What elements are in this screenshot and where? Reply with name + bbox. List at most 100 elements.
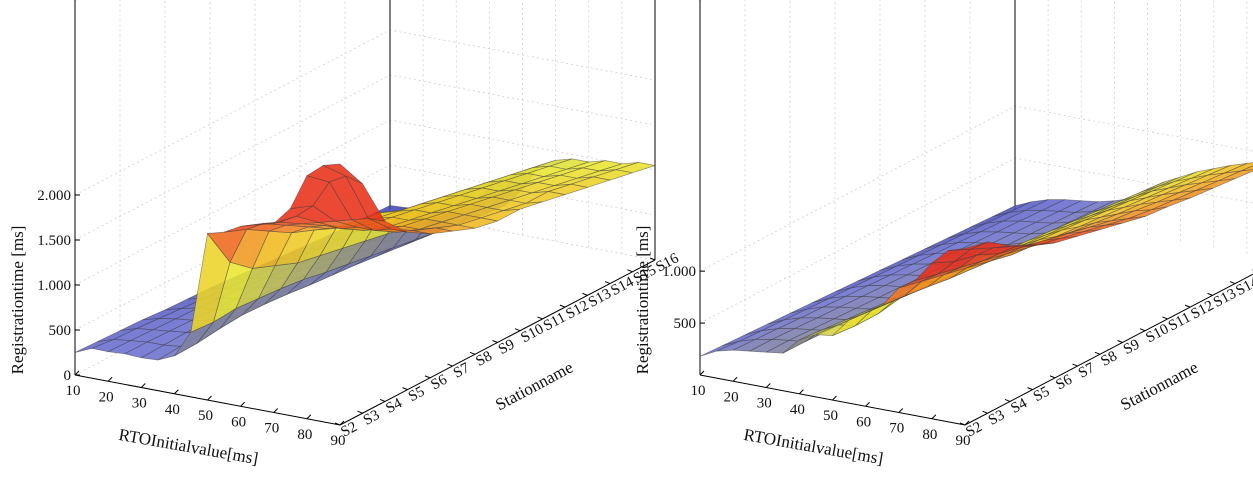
x-tick-mark — [240, 401, 245, 407]
station-tick-label: S7 — [451, 360, 473, 382]
x-tick-label: 10 — [691, 383, 706, 399]
station-tick-mark — [649, 257, 656, 261]
station-tick-mark — [424, 375, 431, 379]
axes-frame — [699, 0, 1253, 426]
x-tick-label: 70 — [889, 421, 904, 437]
station-tick-label: S8 — [473, 348, 495, 370]
surface-cell — [948, 241, 988, 251]
station-tick-mark — [627, 269, 633, 273]
station-tick-mark — [537, 316, 543, 320]
station-tick-mark — [1117, 340, 1123, 343]
station-tick-label: S5 — [1031, 384, 1053, 406]
z-tick-label: 0 — [64, 368, 72, 384]
x-tick-mark — [799, 389, 804, 395]
station-tick-mark — [1207, 292, 1213, 296]
station-tick-mark — [1072, 363, 1078, 367]
x-tick-label: 90 — [331, 433, 346, 449]
station-tick-label: S11 — [541, 310, 569, 335]
station-tick-label: S6 — [1053, 372, 1075, 394]
x-tick-mark — [207, 395, 212, 401]
x-tick-mark — [306, 414, 312, 420]
station-tick-mark — [379, 398, 386, 402]
x-tick-mark — [732, 376, 738, 382]
z-tick-label: 1.000 — [37, 278, 71, 294]
station-tick-label: S6 — [428, 372, 450, 394]
z-tick-label: 500 — [49, 323, 72, 339]
station-tick-label: S7 — [1076, 360, 1098, 382]
surface — [74, 158, 656, 361]
station-tick-mark — [469, 351, 476, 355]
station-tick-mark — [1027, 387, 1033, 391]
z-axis-ticks: 500 1.000 — [662, 264, 705, 332]
station-tick-mark — [1004, 398, 1011, 402]
station-tick-mark — [334, 422, 341, 426]
station-tick-mark — [559, 304, 566, 308]
station-axis-title: Stationname — [492, 358, 576, 415]
z-axis-ticks: 0 500 1.000 1.500 2.000 — [37, 188, 80, 384]
surface-cell — [322, 163, 363, 185]
z-tick-label: 500 — [674, 316, 697, 332]
x-tick-label: 90 — [956, 433, 971, 449]
x-tick-mark — [74, 370, 80, 376]
station-tick-label: S8 — [1098, 348, 1120, 370]
station-tick-mark — [582, 292, 588, 296]
x-tick-mark — [964, 420, 970, 426]
surface — [699, 162, 1253, 357]
station-tick-mark — [959, 422, 966, 426]
station-tick-label: S5 — [406, 384, 428, 406]
station-tick-label: S3 — [361, 407, 383, 429]
station-tick-label: S9 — [496, 336, 518, 358]
x-axis-title: RTOInitialvalue[ms] — [117, 425, 259, 468]
station-tick-mark — [1139, 328, 1146, 332]
station-tick-mark — [1162, 316, 1168, 320]
x-tick-label: 10 — [66, 383, 81, 399]
x-tick-mark — [339, 420, 345, 426]
station-tick-mark — [1049, 375, 1056, 379]
x-tick-label: 50 — [823, 408, 838, 424]
x-tick-label: 30 — [757, 396, 772, 412]
x-tick-label: 30 — [132, 396, 147, 412]
z-axis-title: Registrationtime [ms] — [633, 226, 652, 375]
x-tick-mark — [931, 414, 937, 420]
station-tick-label: S9 — [1121, 336, 1143, 358]
x-tick-label: 20 — [724, 389, 739, 405]
z-tick-label: 1.500 — [37, 233, 71, 249]
station-tick-mark — [1094, 351, 1101, 355]
station-tick-label: S2 — [338, 419, 360, 441]
x-tick-label: 60 — [231, 414, 246, 430]
station-tick-label: S4 — [1008, 395, 1030, 417]
x-tick-mark — [898, 408, 904, 413]
station-tick-mark — [514, 328, 521, 332]
x-tick-label: 80 — [922, 427, 937, 443]
x-tick-label: 40 — [790, 402, 805, 418]
x-tick-label: 80 — [297, 427, 312, 443]
x-tick-label: 70 — [264, 421, 279, 437]
station-tick-mark — [447, 363, 453, 367]
station-tick-label: S3 — [986, 407, 1008, 429]
station-axis-title: Stationname — [1117, 358, 1201, 415]
station-tick-mark — [982, 410, 988, 414]
station-tick-mark — [1184, 304, 1191, 308]
x-axis-ticks: 10 20 30 40 50 60 70 80 90 — [66, 370, 346, 449]
z-tick-label: 1.000 — [662, 264, 696, 280]
x-tick-mark — [140, 383, 146, 388]
x-tick-label: 50 — [198, 408, 213, 424]
x-tick-mark — [765, 383, 771, 388]
x-tick-label: 40 — [165, 402, 180, 418]
x-tick-mark — [273, 408, 279, 413]
x-tick-mark — [107, 376, 113, 382]
station-tick-mark — [604, 281, 611, 285]
z-tick-label: 2.000 — [37, 188, 71, 204]
x-tick-mark — [699, 370, 705, 376]
station-tick-label: S4 — [383, 395, 405, 417]
station-tick-mark — [357, 410, 363, 414]
x-tick-label: 20 — [99, 389, 114, 405]
x-axis-ticks: 10 20 30 40 50 60 70 80 90 — [691, 370, 971, 449]
station-tick-mark — [492, 340, 498, 343]
